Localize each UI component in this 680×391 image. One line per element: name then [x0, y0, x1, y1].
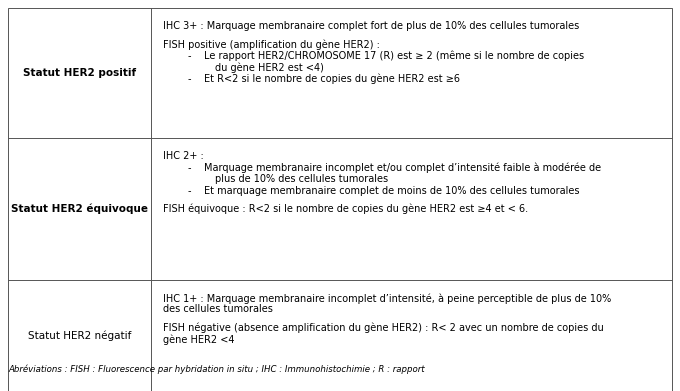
Text: FISH équivoque : R<2 si le nombre de copies du gène HER2 est ≥4 et < 6.: FISH équivoque : R<2 si le nombre de cop… [163, 204, 528, 214]
Text: -    Et R<2 si le nombre de copies du gène HER2 est ≥6: - Et R<2 si le nombre de copies du gène … [188, 74, 460, 84]
Text: IHC 1+ : Marquage membranaire incomplet d’intensité, à peine perceptible de plus: IHC 1+ : Marquage membranaire incomplet … [163, 293, 611, 303]
Text: -    Le rapport HER2/CHROMOSOME 17 (R) est ≥ 2 (même si le nombre de copies: - Le rapport HER2/CHROMOSOME 17 (R) est … [188, 51, 584, 61]
Text: Statut HER2 équivoque: Statut HER2 équivoque [11, 204, 148, 214]
Text: du gène HER2 est <4): du gène HER2 est <4) [215, 63, 324, 73]
Text: IHC 2+ :: IHC 2+ : [163, 151, 203, 161]
Text: Abréviations : FISH : Fluorescence par hybridation in situ ; IHC : Immunohistoch: Abréviations : FISH : Fluorescence par h… [8, 365, 424, 375]
Text: FISH positive (amplification du gène HER2) :: FISH positive (amplification du gène HER… [163, 39, 379, 50]
Text: plus de 10% des cellules tumorales: plus de 10% des cellules tumorales [215, 174, 388, 184]
Text: FISH négative (absence amplification du gène HER2) : R< 2 avec un nombre de copi: FISH négative (absence amplification du … [163, 323, 604, 334]
Text: Statut HER2 négatif: Statut HER2 négatif [28, 331, 131, 341]
Text: Statut HER2 positif: Statut HER2 positif [23, 68, 136, 78]
Text: -    Et marquage membranaire complet de moins de 10% des cellules tumorales: - Et marquage membranaire complet de moi… [188, 185, 579, 196]
Text: -    Marquage membranaire incomplet et/ou complet d’intensité faible à modérée d: - Marquage membranaire incomplet et/ou c… [188, 163, 601, 173]
Text: des cellules tumorales: des cellules tumorales [163, 305, 273, 314]
Text: gène HER2 <4: gène HER2 <4 [163, 334, 234, 345]
Text: IHC 3+ : Marquage membranaire complet fort de plus de 10% des cellules tumorales: IHC 3+ : Marquage membranaire complet fo… [163, 21, 579, 31]
